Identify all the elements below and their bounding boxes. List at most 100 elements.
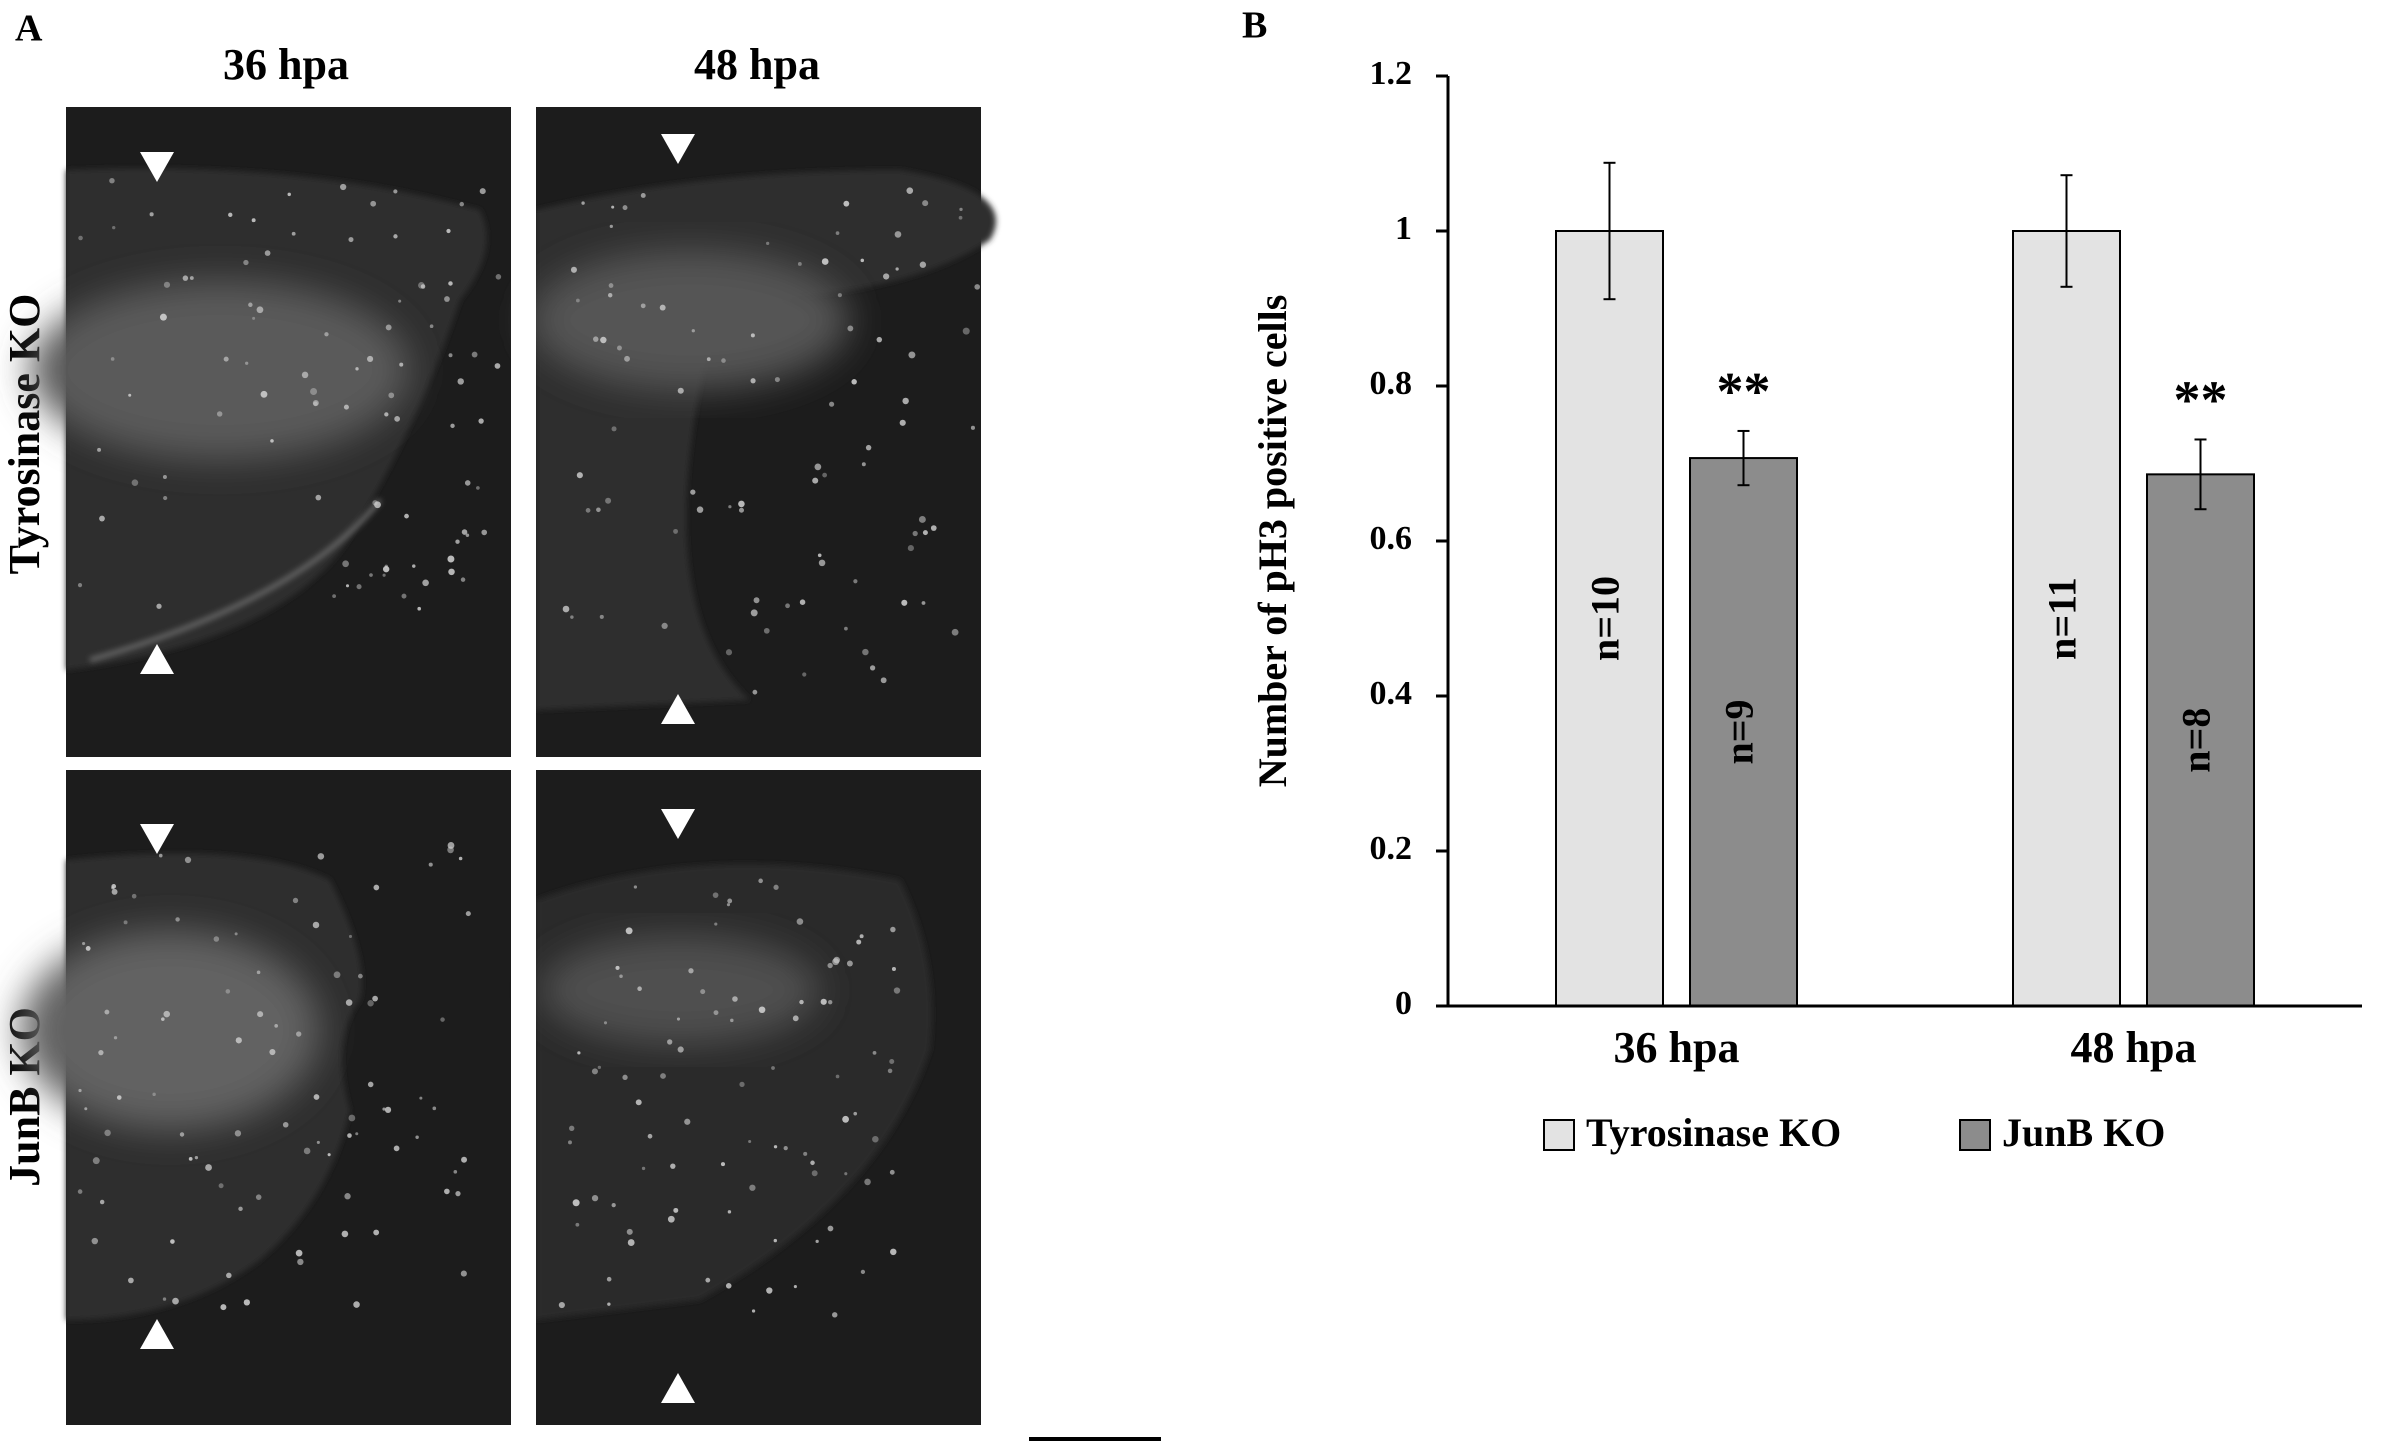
cell-spot bbox=[255, 1194, 262, 1200]
cell-spot bbox=[647, 1133, 653, 1139]
cell-spot bbox=[758, 1006, 766, 1014]
cell-spot bbox=[131, 893, 137, 899]
cell-spot bbox=[677, 387, 684, 394]
cell-spot bbox=[256, 970, 261, 975]
cell-spot bbox=[78, 235, 83, 241]
cell-spot bbox=[98, 1049, 104, 1056]
cell-spot bbox=[310, 387, 318, 395]
cell-spot bbox=[640, 193, 646, 198]
cell-spot bbox=[837, 293, 842, 298]
cell-spot bbox=[893, 987, 901, 994]
cell-spot bbox=[728, 505, 732, 509]
cell-spot bbox=[889, 1169, 895, 1175]
cell-spot bbox=[851, 379, 857, 385]
cell-spot bbox=[260, 390, 268, 398]
cell-spot bbox=[332, 594, 337, 599]
cell-spot bbox=[827, 962, 833, 969]
cell-spot bbox=[345, 584, 350, 588]
legend-label: JunB KO bbox=[2002, 1110, 2165, 1155]
cell-spot bbox=[641, 1166, 646, 1171]
cell-spot bbox=[951, 628, 959, 636]
cell-spot bbox=[393, 234, 398, 239]
cell-spot bbox=[958, 215, 963, 220]
cell-spot bbox=[92, 1157, 100, 1165]
cell-spot bbox=[659, 304, 666, 311]
cell-spot bbox=[748, 1139, 752, 1144]
cell-spot bbox=[799, 999, 804, 1005]
cell-spot bbox=[226, 1272, 232, 1279]
y-tick-label: 0.8 bbox=[1370, 365, 1413, 402]
cell-spot bbox=[732, 996, 738, 1002]
cell-spot bbox=[455, 1191, 461, 1197]
cell-spot bbox=[243, 259, 249, 266]
cell-spot bbox=[478, 418, 484, 424]
micrograph bbox=[530, 107, 996, 757]
column-title: 48 hpa bbox=[694, 40, 820, 89]
cell-spot bbox=[930, 525, 937, 531]
cell-spot bbox=[440, 1017, 445, 1022]
cell-spot bbox=[802, 672, 807, 677]
cell-spot bbox=[188, 1156, 193, 1161]
cell-spot bbox=[696, 506, 704, 513]
cell-spot bbox=[422, 579, 429, 587]
cell-spot bbox=[600, 336, 607, 344]
cell-spot bbox=[725, 1283, 732, 1289]
cell-spot bbox=[367, 1000, 374, 1007]
cell-spot bbox=[341, 1230, 349, 1238]
cell-spot bbox=[673, 528, 679, 534]
cell-spot bbox=[622, 205, 628, 211]
cell-spot bbox=[382, 565, 390, 573]
cell-spot bbox=[123, 920, 128, 925]
cell-spot bbox=[131, 479, 139, 486]
cell-spot bbox=[624, 355, 630, 362]
cell-spot bbox=[461, 1156, 468, 1163]
cell-spot bbox=[461, 529, 468, 535]
cell-spot bbox=[175, 917, 180, 922]
cell-spot bbox=[82, 941, 86, 946]
cell-spot bbox=[763, 627, 770, 634]
cell-spot bbox=[367, 355, 374, 363]
cell-spot bbox=[799, 599, 806, 605]
cell-spot bbox=[959, 207, 963, 212]
cell-spot bbox=[758, 878, 763, 884]
cell-spot bbox=[182, 275, 189, 281]
cell-spot bbox=[384, 412, 389, 417]
cell-spot bbox=[238, 1206, 243, 1212]
cell-spot bbox=[725, 649, 733, 656]
cell-spot bbox=[163, 281, 171, 288]
cell-spot bbox=[596, 507, 601, 513]
cell-spot bbox=[471, 351, 478, 358]
cell-spot bbox=[730, 1018, 734, 1023]
cell-spot bbox=[771, 1066, 775, 1070]
cell-spot bbox=[385, 324, 392, 331]
cell-spot bbox=[218, 1183, 224, 1189]
cell-spot bbox=[99, 1199, 105, 1205]
cell-spot bbox=[158, 853, 163, 858]
cell-spot bbox=[906, 187, 914, 194]
y-tick-label: 1.2 bbox=[1370, 55, 1413, 92]
cell-spot bbox=[721, 358, 726, 363]
cell-spot bbox=[291, 231, 296, 236]
cell-spot bbox=[251, 218, 256, 223]
cell-spot bbox=[667, 1039, 673, 1045]
cell-spot bbox=[163, 496, 168, 501]
cell-spot bbox=[706, 357, 711, 362]
micrograph bbox=[30, 107, 511, 757]
cell-spot bbox=[821, 258, 829, 265]
cell-spot bbox=[890, 926, 896, 933]
cell-spot bbox=[609, 224, 613, 228]
cell-spot bbox=[558, 1301, 565, 1309]
cell-spot bbox=[111, 888, 118, 895]
cell-spot bbox=[661, 622, 668, 630]
cell-spot bbox=[216, 411, 223, 417]
cell-spot bbox=[476, 486, 480, 490]
cell-spot bbox=[369, 573, 373, 577]
cell-spot bbox=[751, 1309, 756, 1313]
cell-spot bbox=[303, 1147, 311, 1155]
cell-spot bbox=[398, 299, 402, 303]
cell-spot bbox=[738, 507, 744, 513]
cell-spot bbox=[844, 1172, 848, 1176]
y-axis-title: Number of pH3 positive cells bbox=[1250, 295, 1295, 788]
y-tick-label: 1 bbox=[1395, 210, 1412, 247]
cell-spot bbox=[417, 606, 422, 611]
